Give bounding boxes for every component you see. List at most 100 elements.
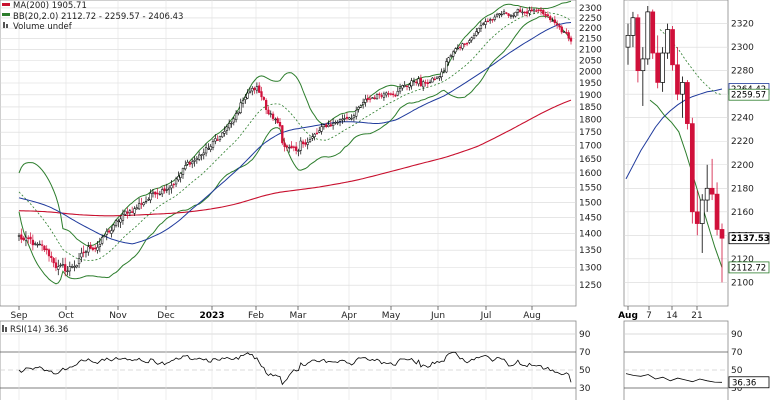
zoom-x-tick-label: 14 xyxy=(666,311,678,321)
zoom-candle-body xyxy=(685,82,690,124)
candle-body xyxy=(158,193,162,196)
candle-body xyxy=(569,37,573,42)
candle-body xyxy=(154,191,157,195)
candle-body xyxy=(463,43,466,45)
candle-body xyxy=(424,82,427,84)
price-candles xyxy=(17,6,573,277)
candle-body xyxy=(530,9,533,12)
y-tick-label: 2100 xyxy=(579,45,602,55)
zoom-x-tick-label: 21 xyxy=(691,311,702,321)
zoom-x-axis: Aug 7 14 21 xyxy=(618,306,703,321)
candle-body xyxy=(80,252,83,258)
candle-body xyxy=(151,191,155,194)
candle-body xyxy=(401,85,404,89)
candle-body xyxy=(223,131,226,134)
zoom-tick-label: 2280 xyxy=(731,67,754,77)
candle-body xyxy=(385,92,388,96)
candle-body xyxy=(348,117,351,120)
candle-body xyxy=(57,266,60,270)
candle-body xyxy=(119,218,122,223)
legend-rsi: RSI(14) 36.36 xyxy=(10,325,68,335)
candle-body xyxy=(435,76,439,79)
candle-body xyxy=(237,111,240,114)
candle-body xyxy=(281,125,284,144)
candle-body xyxy=(177,176,180,181)
candle-body xyxy=(43,245,46,251)
candle-body xyxy=(124,210,127,215)
zoom-price-panel: 2320230022802260224022202200218021602140… xyxy=(623,0,770,307)
zoom-candle-body xyxy=(675,64,680,95)
candle-body xyxy=(131,211,134,213)
zoom-candle-body xyxy=(660,52,665,83)
legend-volume: Volume undef xyxy=(13,22,73,32)
candle-body xyxy=(507,13,510,16)
candle-body xyxy=(133,208,136,214)
zoom-ma50-path xyxy=(625,88,723,180)
candle-body xyxy=(34,243,37,245)
candle-body xyxy=(528,10,531,14)
candle-body xyxy=(519,9,522,13)
candle-body xyxy=(54,262,58,269)
candle-body xyxy=(214,138,217,142)
candle-body xyxy=(161,189,164,195)
candle-body xyxy=(438,76,441,79)
candle-body xyxy=(371,97,374,99)
candle-body xyxy=(94,247,97,250)
candle-body xyxy=(509,15,513,17)
x-tick-label: Aug xyxy=(523,311,541,321)
candle-body xyxy=(442,70,446,73)
zoom-candle-body xyxy=(714,193,720,230)
candle-body xyxy=(301,141,305,145)
candle-body xyxy=(211,141,215,148)
tag-bb-lower: 2112.72 xyxy=(731,263,766,273)
candle-body xyxy=(126,211,129,214)
candle-body xyxy=(516,9,520,13)
x-tick-label: Oct xyxy=(58,311,74,321)
candle-body xyxy=(209,146,212,150)
candle-body xyxy=(70,265,74,268)
candle-body xyxy=(170,185,173,189)
zoom-rsi-line xyxy=(625,373,723,383)
x-tick-label: Feb xyxy=(248,311,264,321)
candle-body xyxy=(283,142,286,147)
candle-body xyxy=(322,124,326,128)
candle-body xyxy=(221,132,224,138)
candle-body xyxy=(306,142,309,145)
y-tick-label: 2050 xyxy=(579,56,602,66)
zoom-tick-label: 2100 xyxy=(731,278,754,288)
candle-body xyxy=(98,244,101,248)
zoom-bb-mid-path xyxy=(659,29,723,96)
candle-body xyxy=(491,19,494,21)
x-tick-label: Sep xyxy=(11,311,28,321)
y-tick-label: 1450 xyxy=(579,214,602,224)
candle-body xyxy=(304,142,307,145)
candle-body xyxy=(24,236,28,241)
candle-body xyxy=(472,35,476,39)
candle-body xyxy=(181,168,185,175)
zoom-candle-body xyxy=(694,211,700,224)
zoom-x-tick-label: 7 xyxy=(646,311,652,321)
candle-body xyxy=(426,82,429,84)
candle-body xyxy=(415,81,418,84)
candle-body xyxy=(331,122,335,126)
candle-body xyxy=(38,243,41,246)
candle-body xyxy=(142,202,145,206)
y-tick-label: 1500 xyxy=(579,198,602,208)
candle-body xyxy=(167,187,171,191)
y-tick-label: 1700 xyxy=(579,141,602,151)
candle-body xyxy=(447,57,450,63)
candle-body xyxy=(512,15,515,17)
candle-body xyxy=(234,113,238,120)
candle-body xyxy=(200,154,203,156)
candle-body xyxy=(27,237,30,239)
y-tick-label: 2200 xyxy=(579,24,602,34)
y-tick-label: 2150 xyxy=(579,35,602,45)
x-tick-label: Mar xyxy=(290,311,307,321)
candle-body xyxy=(500,13,503,16)
candle-body xyxy=(114,220,118,227)
rsi-tick-label: 70 xyxy=(579,348,591,358)
candle-body xyxy=(292,146,295,148)
candle-body xyxy=(230,122,233,125)
candle-body xyxy=(549,16,552,21)
